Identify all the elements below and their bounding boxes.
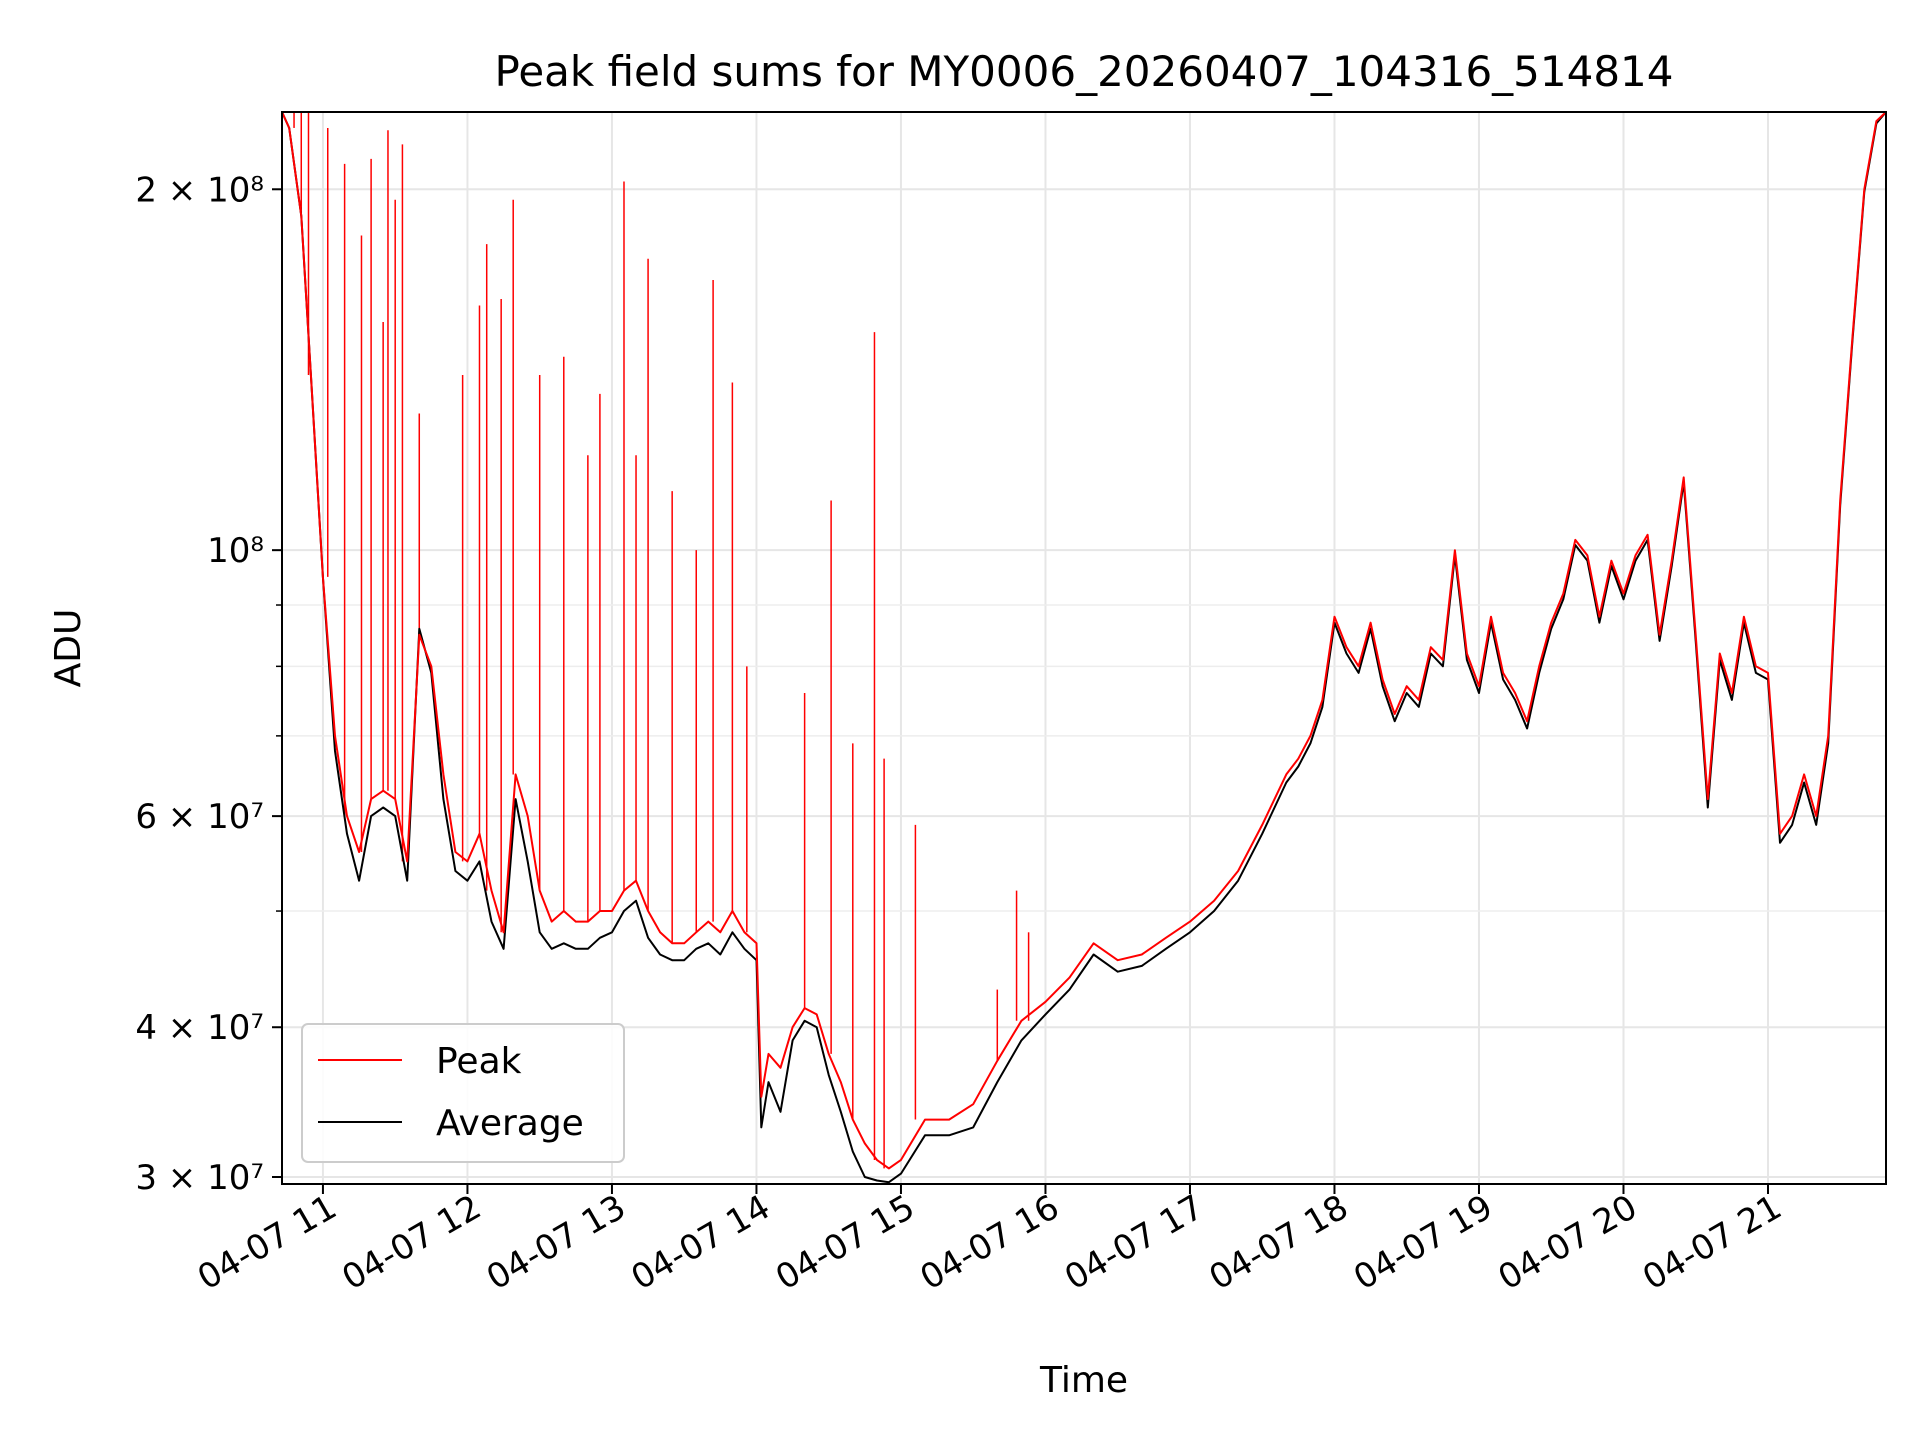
y-tick-label: 10⁸ [207,531,264,571]
y-tick-label: 6 × 10⁷ [135,797,264,837]
series-layer [281,111,1887,1184]
plot-frame [281,111,1887,1185]
y-tick-label: 4 × 10⁷ [135,1008,264,1048]
legend-label-peak: Peak [436,1041,522,1082]
legend-label-average: Average [436,1103,584,1144]
legend: Peak Average [301,1023,625,1163]
grid-lines [282,112,1886,1184]
series-line-peak [281,111,1887,1170]
x-axis-label: Time [1039,1360,1128,1401]
legend-frame [301,1023,625,1163]
y-tick-label: 3 × 10⁷ [135,1158,264,1198]
y-axis-label: ADU [48,609,89,688]
y-tick-label: 2 × 10⁸ [135,170,264,210]
chart-title: Peak field sums for MY0006_20260407_1043… [494,47,1673,96]
